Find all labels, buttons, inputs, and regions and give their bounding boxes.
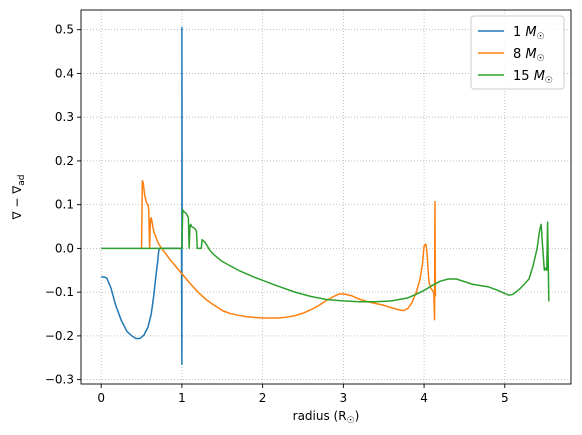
x-tick-label: 1 [178, 391, 186, 405]
y-tick-label: −0.2 [45, 329, 74, 343]
plot-frame [80, 9, 572, 385]
x-axis-label: radius (R☉) [293, 409, 360, 426]
legend-entry-label: 1 M☉ [513, 25, 545, 42]
series-line-2 [140, 179, 437, 321]
y-tick-label: 0.4 [55, 66, 74, 80]
x-tick-label: 4 [420, 391, 428, 405]
axis-ticks: 0 1 2 3 4 5 −0.3 −0.2 −0.1 0.0 0.1 0.2 0.3 0.4 0.5 [45, 23, 509, 405]
series-line-3 [101, 209, 550, 303]
y-tick-label: 0.3 [55, 110, 74, 124]
series-layer [101, 26, 550, 366]
x-tick-label: 5 [501, 391, 509, 405]
legend-entry-label: 8 M☉ [513, 47, 545, 64]
y-tick-label: 0.1 [55, 198, 74, 212]
y-tick-label: 0.2 [55, 154, 74, 168]
legend-entry-label: 15 M☉ [513, 69, 553, 86]
y-axis-label: ∇ − ∇ad [10, 175, 27, 221]
x-tick-label: 2 [259, 391, 267, 405]
x-tick-label: 3 [340, 391, 348, 405]
y-tick-label: 0.5 [55, 23, 74, 37]
legend-frame [470, 15, 565, 90]
y-tick-label: 0.0 [55, 241, 74, 255]
y-tick-label: −0.1 [45, 285, 74, 299]
x-tick-label: 0 [97, 391, 105, 405]
legend: 1 M☉ 8 M☉ 15 M☉ [470, 15, 565, 90]
y-tick-label: −0.3 [45, 373, 74, 387]
